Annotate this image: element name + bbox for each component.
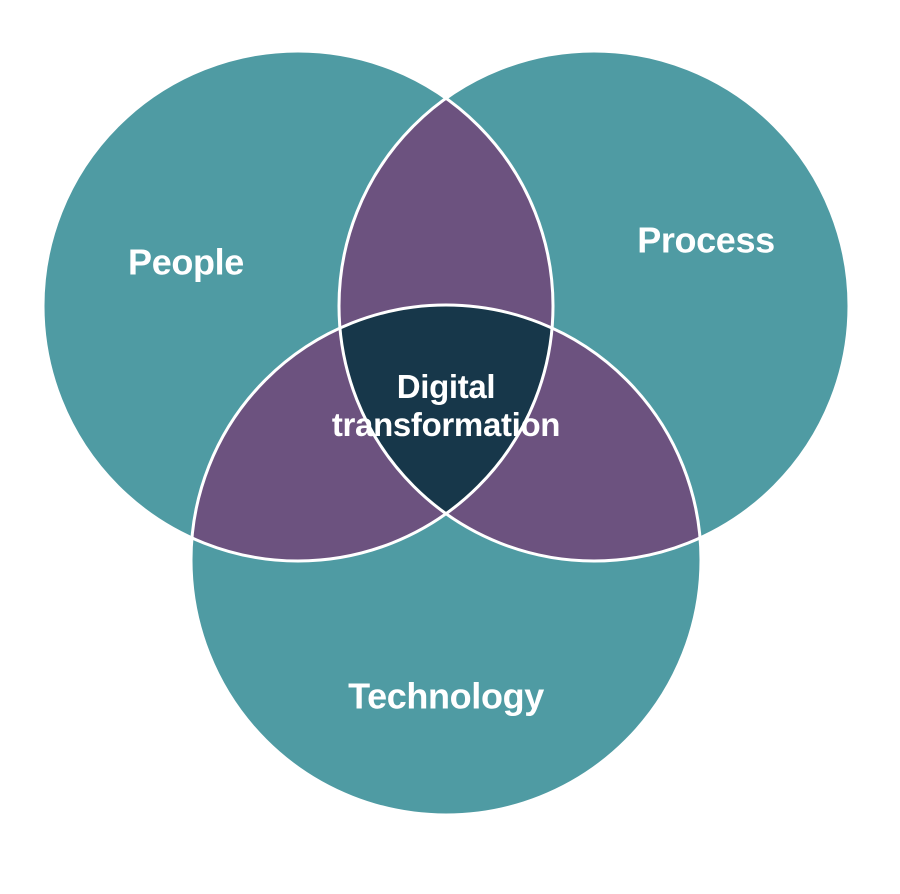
label-center: Digital transformation <box>332 368 560 444</box>
label-process: Process <box>637 219 775 260</box>
label-technology: Technology <box>348 675 544 716</box>
venn-diagram: People Process Technology Digital transf… <box>0 0 900 894</box>
label-people: People <box>128 241 244 282</box>
venn-svg <box>0 0 900 894</box>
